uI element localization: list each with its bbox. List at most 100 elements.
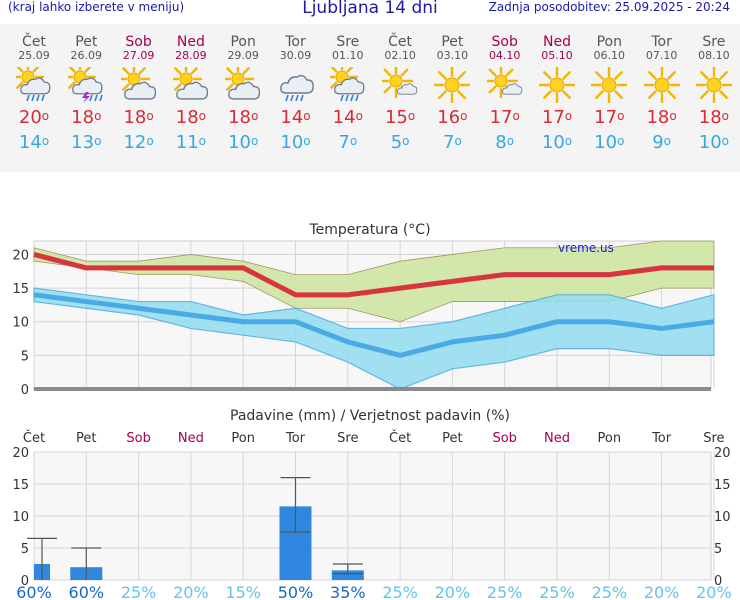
day-name: Tor [651, 34, 672, 50]
day-date: 27.09 [122, 49, 155, 62]
y-tick-label-left: 20 [12, 446, 29, 461]
sun-icon [590, 65, 629, 105]
degree-symbol: o [506, 134, 515, 148]
max-temperature: 14o [280, 107, 311, 128]
y-tick-label-left: 15 [12, 478, 29, 493]
precipitation-probability: 15% [225, 583, 261, 600]
degree-symbol: o [407, 109, 416, 123]
precipitation-probability: 60% [69, 583, 105, 600]
day-date: 04.10 [488, 49, 521, 62]
precipitation-probability: 35% [330, 583, 366, 600]
day-column: Sob 27.09 18o 12o [113, 24, 165, 154]
x-tick-label: Tor [651, 431, 672, 446]
x-tick-label: Pet [76, 431, 96, 446]
max-temperature: 16o [437, 107, 468, 128]
max-temperature: 18o [646, 107, 677, 128]
degree-symbol: o [250, 109, 259, 123]
day-name: Ned [176, 34, 205, 50]
day-date: 25.09 [18, 49, 50, 62]
precipitation-probability: 25% [382, 583, 418, 600]
daily-forecast: Čet 25.09 20o 14o Pet 26.09 18o 13o Sob 27.09 1… [0, 24, 740, 172]
min-temperature-line [33, 292, 715, 358]
x-tick-label: Tor [285, 431, 306, 446]
degree-symbol: o [721, 109, 730, 123]
degree-symbol: o [454, 134, 462, 148]
degree-symbol: o [617, 134, 625, 148]
degree-symbol: o [303, 109, 311, 123]
min-temperature: 9o [652, 132, 671, 153]
precipitation-probability: 20% [435, 583, 471, 600]
day-column: Pon 06.10 17o 10o [583, 24, 635, 154]
sun-small-cloud-icon [378, 63, 418, 103]
y-tick-label: 15 [12, 282, 29, 297]
min-temperature: 10o [594, 132, 625, 153]
day-date: 02.10 [384, 49, 416, 62]
region-hint: (kraj lahko izberete v meniju) [8, 0, 185, 14]
day-date: 07.10 [645, 49, 678, 62]
precipitation-probability: 60% [16, 583, 52, 600]
day-column: Čet 02.10 15o 5o [374, 24, 426, 154]
max-temperature: 17o [594, 107, 625, 128]
y-tick-label-left: 5 [21, 542, 29, 557]
x-tick-label: Čet [389, 430, 411, 446]
min-temperature: 10o [698, 132, 730, 153]
x-tick-label: Ned [544, 431, 570, 446]
min-temperature: 8o [495, 132, 515, 153]
degree-symbol: o [146, 109, 154, 123]
day-column: Tor 07.10 18o 9o [636, 24, 688, 154]
y-tick-label-right: 15 [714, 478, 731, 493]
day-column: Pon 29.09 18o 10o [217, 24, 269, 154]
y-tick-label: 20 [12, 248, 29, 263]
day-date: 26.09 [70, 49, 103, 62]
degree-symbol: o [460, 109, 468, 123]
day-date: 03.10 [436, 49, 469, 62]
precipitation-probability: 20% [173, 583, 209, 600]
precipitation-probability: 25% [121, 583, 157, 600]
day-column: Tor 30.09 14o 10o [270, 24, 322, 154]
precipitation-probability: 25% [539, 583, 575, 600]
day-name: Pon [230, 34, 256, 50]
max-temperature: 20o [18, 107, 50, 128]
degree-symbol: o [41, 109, 50, 123]
degree-symbol: o [669, 109, 677, 123]
min-temperature: 14o [18, 132, 50, 153]
day-column: Sre 01.10 14o 7o [322, 24, 374, 154]
degree-symbol: o [512, 109, 520, 123]
x-tick-label: Sob [492, 431, 516, 446]
max-temperature: 18o [71, 107, 102, 128]
min-temperature: 11o [175, 132, 207, 153]
precipitation-chart-title: Padavine (mm) / Verjetnost padavin (%) [230, 408, 510, 424]
day-name: Pet [75, 34, 98, 50]
y-tick-label: 0 [21, 383, 29, 398]
day-date: 05.10 [541, 49, 573, 62]
degree-symbol: o [564, 109, 573, 123]
min-temperature: 13o [71, 132, 102, 153]
degree-symbol: o [564, 134, 573, 148]
degree-symbol: o [721, 134, 730, 148]
min-temperature-range-band [33, 287, 715, 390]
min-temperature: 5o [390, 132, 410, 153]
day-column: Sob 04.10 17o 8o [479, 24, 531, 154]
max-temperature: 18o [698, 107, 730, 128]
degree-symbol: o [94, 134, 102, 148]
min-temperature: 10o [228, 132, 259, 153]
min-temperature: 10o [280, 132, 311, 153]
max-temperature: 18o [123, 107, 154, 128]
min-temperature: 7o [338, 132, 358, 153]
degree-symbol: o [402, 134, 410, 148]
day-name: Čet [388, 34, 413, 50]
watermark: vreme.us [558, 241, 614, 255]
degree-symbol: o [41, 134, 50, 148]
day-name: Sre [336, 34, 360, 50]
max-temperature: 18o [228, 107, 259, 128]
day-name: Sob [125, 34, 152, 50]
degree-symbol: o [250, 134, 259, 148]
degree-symbol: o [355, 109, 363, 123]
day-column: Ned 05.10 17o 10o [531, 24, 583, 154]
day-column: Čet 25.09 20o 14o [8, 24, 60, 154]
sun-cloud-icon [221, 62, 261, 103]
y-tick-label-right: 0 [714, 574, 722, 589]
temperature-axis-bar [34, 387, 711, 391]
last-update: Zadnja posodobitev: 25.09.2025 - 20:24 [488, 0, 730, 14]
